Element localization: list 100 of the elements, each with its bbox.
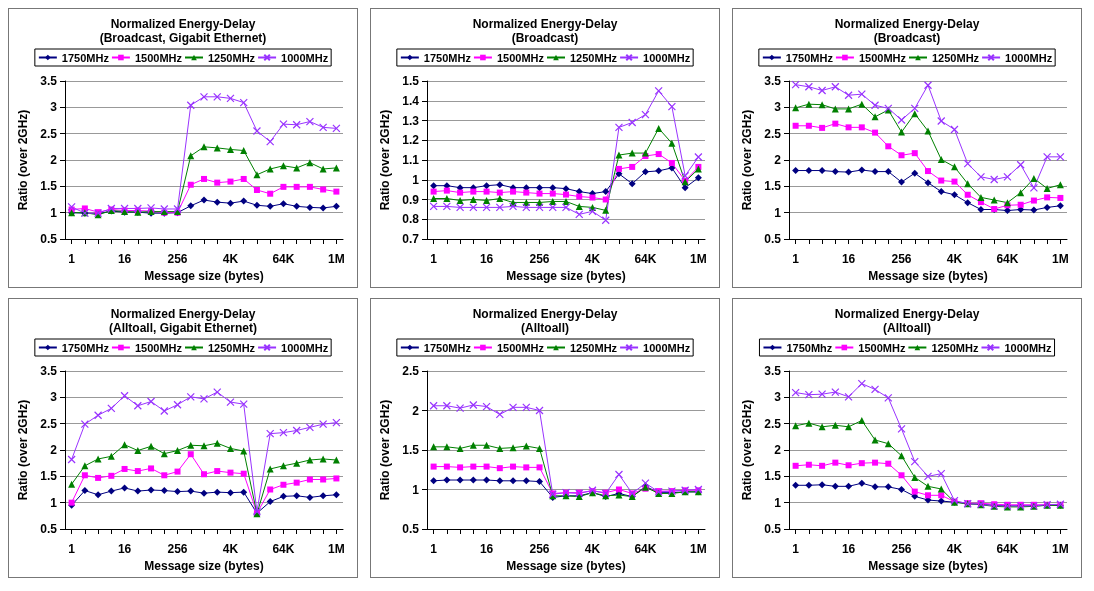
y-tick-label: 1.5 <box>402 74 420 88</box>
x-tick-label: 64K <box>996 252 1019 266</box>
y-tick-label: 1.3 <box>402 113 420 128</box>
x-axis-title: Message size (bytes) <box>868 268 988 283</box>
x-tick-label: 1 <box>430 252 438 266</box>
chart-title: Normalized Energy-Delay <box>472 17 618 31</box>
x-tick-label: 4K <box>222 542 239 556</box>
x-tick-label: 1 <box>792 542 800 556</box>
x-tick-label: 4K <box>584 542 601 556</box>
legend-label: 1500MHz <box>134 341 183 354</box>
y-tick-label: 0.5 <box>40 232 58 246</box>
x-tick-label: 16 <box>841 542 856 556</box>
legend-label: 1500MHz <box>496 51 545 64</box>
chart-subtitle: (Alltoall, Gigabit Ethernet) <box>108 321 258 335</box>
y-tick-label: 0.5 <box>402 522 420 536</box>
y-tick-label: 2.5 <box>40 126 58 141</box>
y-tick-label: 1 <box>774 205 782 220</box>
y-tick-label: 1.1 <box>402 153 420 167</box>
x-tick-label: 1M <box>690 252 707 266</box>
chart-title: Normalized Energy-Delay <box>472 307 618 321</box>
y-tick-label: 3 <box>774 390 782 405</box>
x-tick-label: 64K <box>272 542 295 556</box>
x-axis-title: Message size (bytes) <box>868 558 988 573</box>
y-axis-title: Ratio (over 2GHz) <box>740 109 754 211</box>
x-tick-label: 64K <box>996 542 1019 556</box>
y-tick-label: 0.5 <box>764 232 782 246</box>
legend-label: 1750MHz <box>61 341 110 354</box>
y-axis-title: Ratio (over 2GHz) <box>16 109 30 211</box>
x-tick-label: 16 <box>479 542 494 556</box>
y-tick-label: 3.5 <box>764 364 782 378</box>
x-tick-label: 4K <box>222 252 239 266</box>
legend-label: 1250MHz <box>570 341 618 354</box>
x-tick-label: 1M <box>328 252 345 266</box>
x-axis-title: Message size (bytes) <box>506 268 626 283</box>
y-tick-label: 3.5 <box>40 364 58 378</box>
x-tick-label: 256 <box>167 542 188 556</box>
y-axis-title: Ratio (over 2GHz) <box>16 399 30 501</box>
y-tick-label: 2 <box>50 443 58 457</box>
y-tick-label: 2 <box>774 443 782 457</box>
legend-label: 1250MHz <box>208 51 256 64</box>
legend-label: 1000MHz <box>281 51 329 64</box>
chart-subtitle: (Alltoall) <box>521 321 569 335</box>
y-tick-label: 3 <box>50 100 58 115</box>
legend-label: 1000MHz <box>1005 51 1053 64</box>
y-tick-label: 0.9 <box>402 192 420 207</box>
y-tick-label: 1 <box>50 205 58 220</box>
x-tick-label: 1 <box>430 542 438 556</box>
y-tick-label: 3.5 <box>40 74 58 88</box>
y-tick-label: 0.8 <box>402 212 420 227</box>
y-tick-label: 2 <box>412 403 420 418</box>
x-tick-label: 256 <box>891 542 912 556</box>
x-tick-label: 256 <box>167 252 188 266</box>
y-tick-label: 1.5 <box>764 179 782 194</box>
legend-label: 1250MHz <box>208 341 256 354</box>
chart-title: Normalized Energy-Delay <box>834 307 980 321</box>
y-tick-label: 3 <box>50 390 58 405</box>
x-tick-label: 4K <box>946 252 963 266</box>
x-tick-label: 64K <box>272 252 295 266</box>
legend-label: 1750MHz <box>423 341 472 354</box>
legend-label: 1000MHz <box>281 341 329 354</box>
y-tick-label: 1.5 <box>40 179 58 194</box>
chart-subtitle: (Broadcast, Gigabit Ethernet) <box>99 31 267 45</box>
legend-label: 1000MHz <box>643 51 691 64</box>
legend-label: 1000MHz <box>643 341 691 354</box>
y-axis-title: Ratio (over 2GHz) <box>378 109 392 211</box>
y-tick-label: 2.5 <box>764 126 782 141</box>
legend-label: 1750Mhz <box>786 341 833 354</box>
x-axis-title: Message size (bytes) <box>506 558 626 573</box>
x-tick-label: 64K <box>634 542 657 556</box>
y-tick-label: 3.5 <box>764 74 782 88</box>
y-tick-label: 1 <box>774 495 782 510</box>
chart-title: Normalized Energy-Delay <box>110 17 256 31</box>
x-tick-label: 1 <box>68 542 76 556</box>
y-tick-label: 0.5 <box>40 522 58 536</box>
legend-label: 1250MHz <box>932 51 980 64</box>
y-tick-label: 2.5 <box>402 364 420 378</box>
y-tick-label: 1.4 <box>402 93 420 108</box>
legend-label: 1500MHz <box>858 51 907 64</box>
legend-label: 1500MHz <box>134 51 183 64</box>
legend-label: 1750MHz <box>423 51 472 64</box>
legend-label: 1750MHz <box>61 51 110 64</box>
x-tick-label: 1 <box>792 252 800 266</box>
chart-title: Normalized Energy-Delay <box>834 17 980 31</box>
chart-title: Normalized Energy-Delay <box>110 307 256 321</box>
y-tick-label: 1.5 <box>40 469 58 484</box>
x-tick-label: 16 <box>841 252 856 266</box>
x-tick-label: 1M <box>690 542 707 556</box>
legend-label: 1500MHz <box>858 341 906 354</box>
y-tick-label: 0.7 <box>402 232 420 246</box>
x-tick-label: 16 <box>117 252 132 266</box>
x-tick-label: 4K <box>946 542 963 556</box>
y-tick-label: 1 <box>412 482 420 497</box>
legend-label: 1250MHz <box>570 51 618 64</box>
x-tick-label: 16 <box>117 542 132 556</box>
x-tick-label: 1M <box>1052 252 1069 266</box>
x-tick-label: 256 <box>891 252 912 266</box>
legend-label: 1250MHz <box>931 341 979 354</box>
legend-label: 1500MHz <box>496 341 545 354</box>
x-axis-title: Message size (bytes) <box>144 558 264 573</box>
x-tick-label: 256 <box>529 252 550 266</box>
